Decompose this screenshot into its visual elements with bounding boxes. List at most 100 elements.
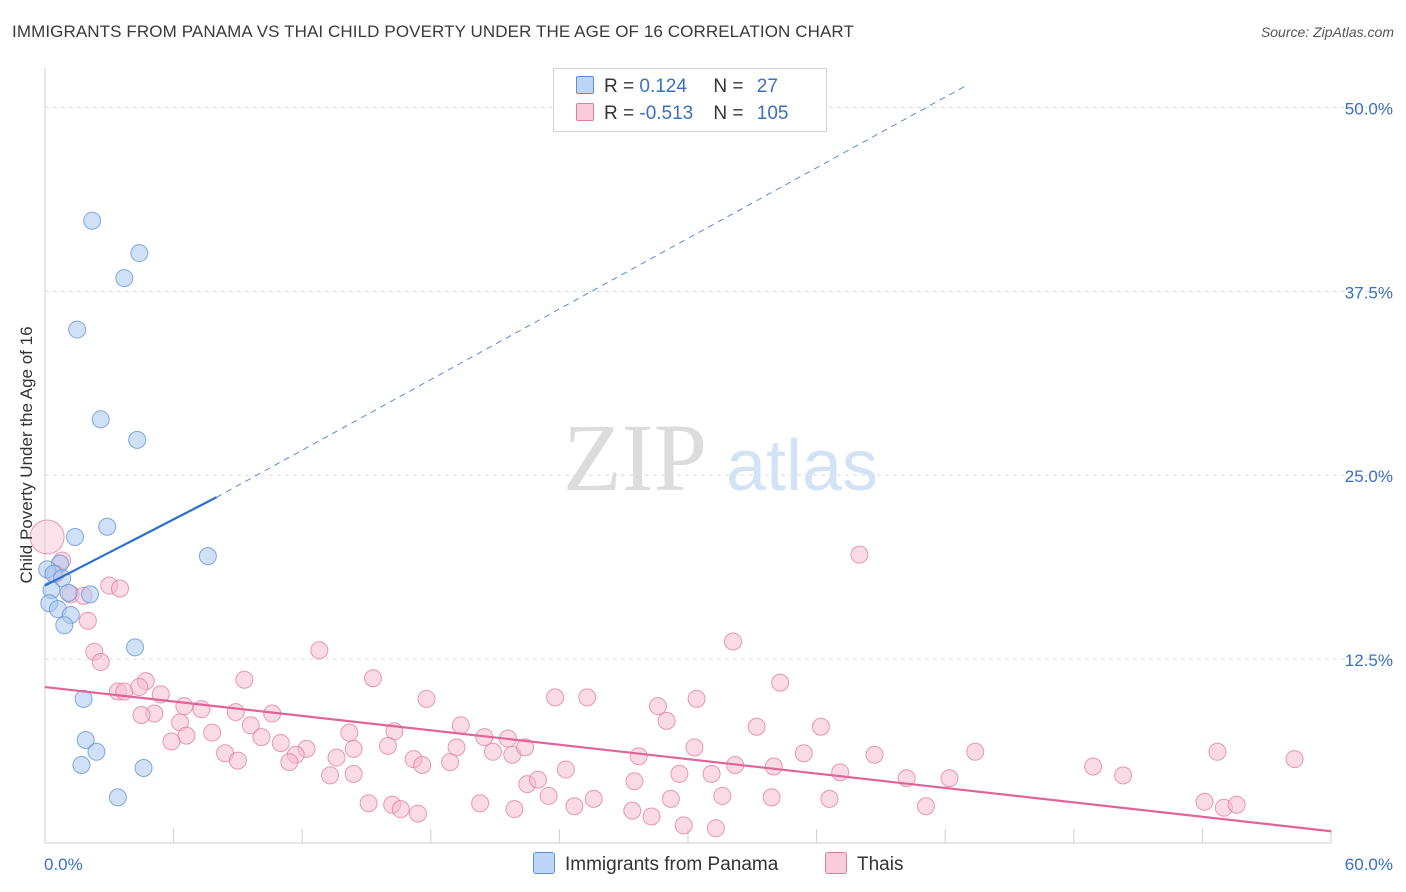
panama-point [91, 410, 110, 429]
thai-point [228, 751, 247, 770]
thai-point [794, 744, 813, 763]
thai-point [226, 703, 245, 722]
y-tick-label: 50.0% [1345, 99, 1393, 118]
watermark-atlas: atlas [726, 426, 878, 506]
thai-point [1195, 792, 1214, 811]
thai-point [625, 772, 644, 791]
panama-point [55, 616, 74, 635]
x-tick-label: 60.0% [1345, 855, 1393, 874]
thai-point [241, 716, 260, 735]
trend-lines [44, 84, 1332, 833]
thai-point [966, 742, 985, 761]
watermark-zip: ZIP [563, 404, 707, 511]
panama-point [66, 528, 85, 546]
panama-point [59, 583, 78, 602]
panama-point [134, 758, 153, 777]
thai-point [132, 706, 151, 725]
thai-point [546, 688, 565, 707]
panama-r-value: 0.124 [639, 76, 687, 97]
thai-point [1208, 742, 1227, 761]
thai-point [1114, 766, 1133, 785]
x-tick-label: 0.0% [44, 855, 83, 874]
panama-point [108, 788, 127, 807]
chart-title: IMMIGRANTS FROM PANAMA VS THAI CHILD POV… [12, 22, 854, 41]
thai-point [1227, 795, 1246, 814]
panama-point [76, 731, 95, 750]
legend-item-panama: Immigrants from Panama [533, 852, 778, 876]
thai-point [29, 519, 65, 555]
thai-point [252, 728, 271, 747]
panama-legend-swatch [533, 852, 555, 874]
thai-point [865, 745, 884, 764]
source-credit: Source: ZipAtlas.com [1260, 24, 1394, 40]
thai-point [417, 689, 436, 708]
thai-n-value: 105 [756, 103, 789, 124]
panama-r-label: R = [604, 76, 640, 97]
thai-point [471, 794, 490, 813]
panama-n-label: N = [713, 76, 749, 97]
thai-point [363, 669, 382, 688]
thai-point [831, 763, 850, 782]
thai-r-value: -0.513 [639, 103, 694, 124]
legend-item-thai: Thais [825, 852, 903, 876]
thai-r-label: R = [604, 103, 640, 124]
panama-point [87, 742, 106, 761]
thai-legend-swatch [825, 852, 847, 874]
thai-point [702, 764, 721, 783]
thai-point [91, 653, 110, 672]
thai-point [441, 753, 460, 772]
thai-point [235, 670, 254, 689]
thai-point [764, 757, 783, 776]
thai-point [528, 770, 547, 789]
thai-point [556, 760, 575, 779]
thai-point [177, 726, 196, 745]
thai-point [706, 819, 725, 838]
thai-point [771, 673, 790, 692]
thai-point [685, 738, 704, 757]
panama-legend-label: Immigrants from Panama [565, 854, 779, 875]
thai-point [327, 748, 346, 767]
thai-point [565, 797, 584, 816]
thai-point [811, 717, 830, 736]
thai-point [820, 789, 839, 808]
thai-point [271, 733, 290, 752]
thai-point [162, 732, 181, 751]
panama-point [115, 269, 134, 288]
y-tick-label: 37.5% [1345, 283, 1393, 302]
thai-point [657, 711, 676, 730]
thai-point [578, 688, 597, 707]
thai-point [516, 738, 535, 757]
thai-point [713, 786, 732, 805]
panama-point [83, 211, 102, 230]
panama-point [130, 244, 149, 263]
thai-point [1084, 757, 1103, 776]
thai-point [203, 723, 222, 742]
thai-legend-label: Thais [857, 854, 904, 875]
thai-point [359, 794, 378, 813]
thai-point [648, 697, 667, 716]
thai-point [762, 788, 781, 807]
thai-point [661, 789, 680, 808]
thai-point [670, 764, 689, 783]
thai-point [78, 611, 97, 630]
panama-point [72, 756, 91, 775]
thai-point [1285, 750, 1304, 769]
data-points [29, 211, 1304, 838]
thai-point [505, 800, 524, 819]
panama-swatch [576, 76, 594, 94]
thai-point [321, 766, 340, 785]
thai-point [483, 742, 502, 761]
y-tick-label: 25.0% [1345, 467, 1393, 486]
axes [44, 68, 1332, 844]
thai-point [280, 753, 299, 772]
thai-point [340, 723, 359, 742]
thai-point [413, 756, 432, 775]
thai-point [584, 789, 603, 808]
thai-point [629, 747, 648, 766]
thai-point [623, 801, 642, 820]
gridlines [45, 106, 1392, 660]
y-tick-label: 12.5% [1345, 651, 1393, 670]
thai-point [850, 545, 869, 564]
thai-point [747, 717, 766, 736]
